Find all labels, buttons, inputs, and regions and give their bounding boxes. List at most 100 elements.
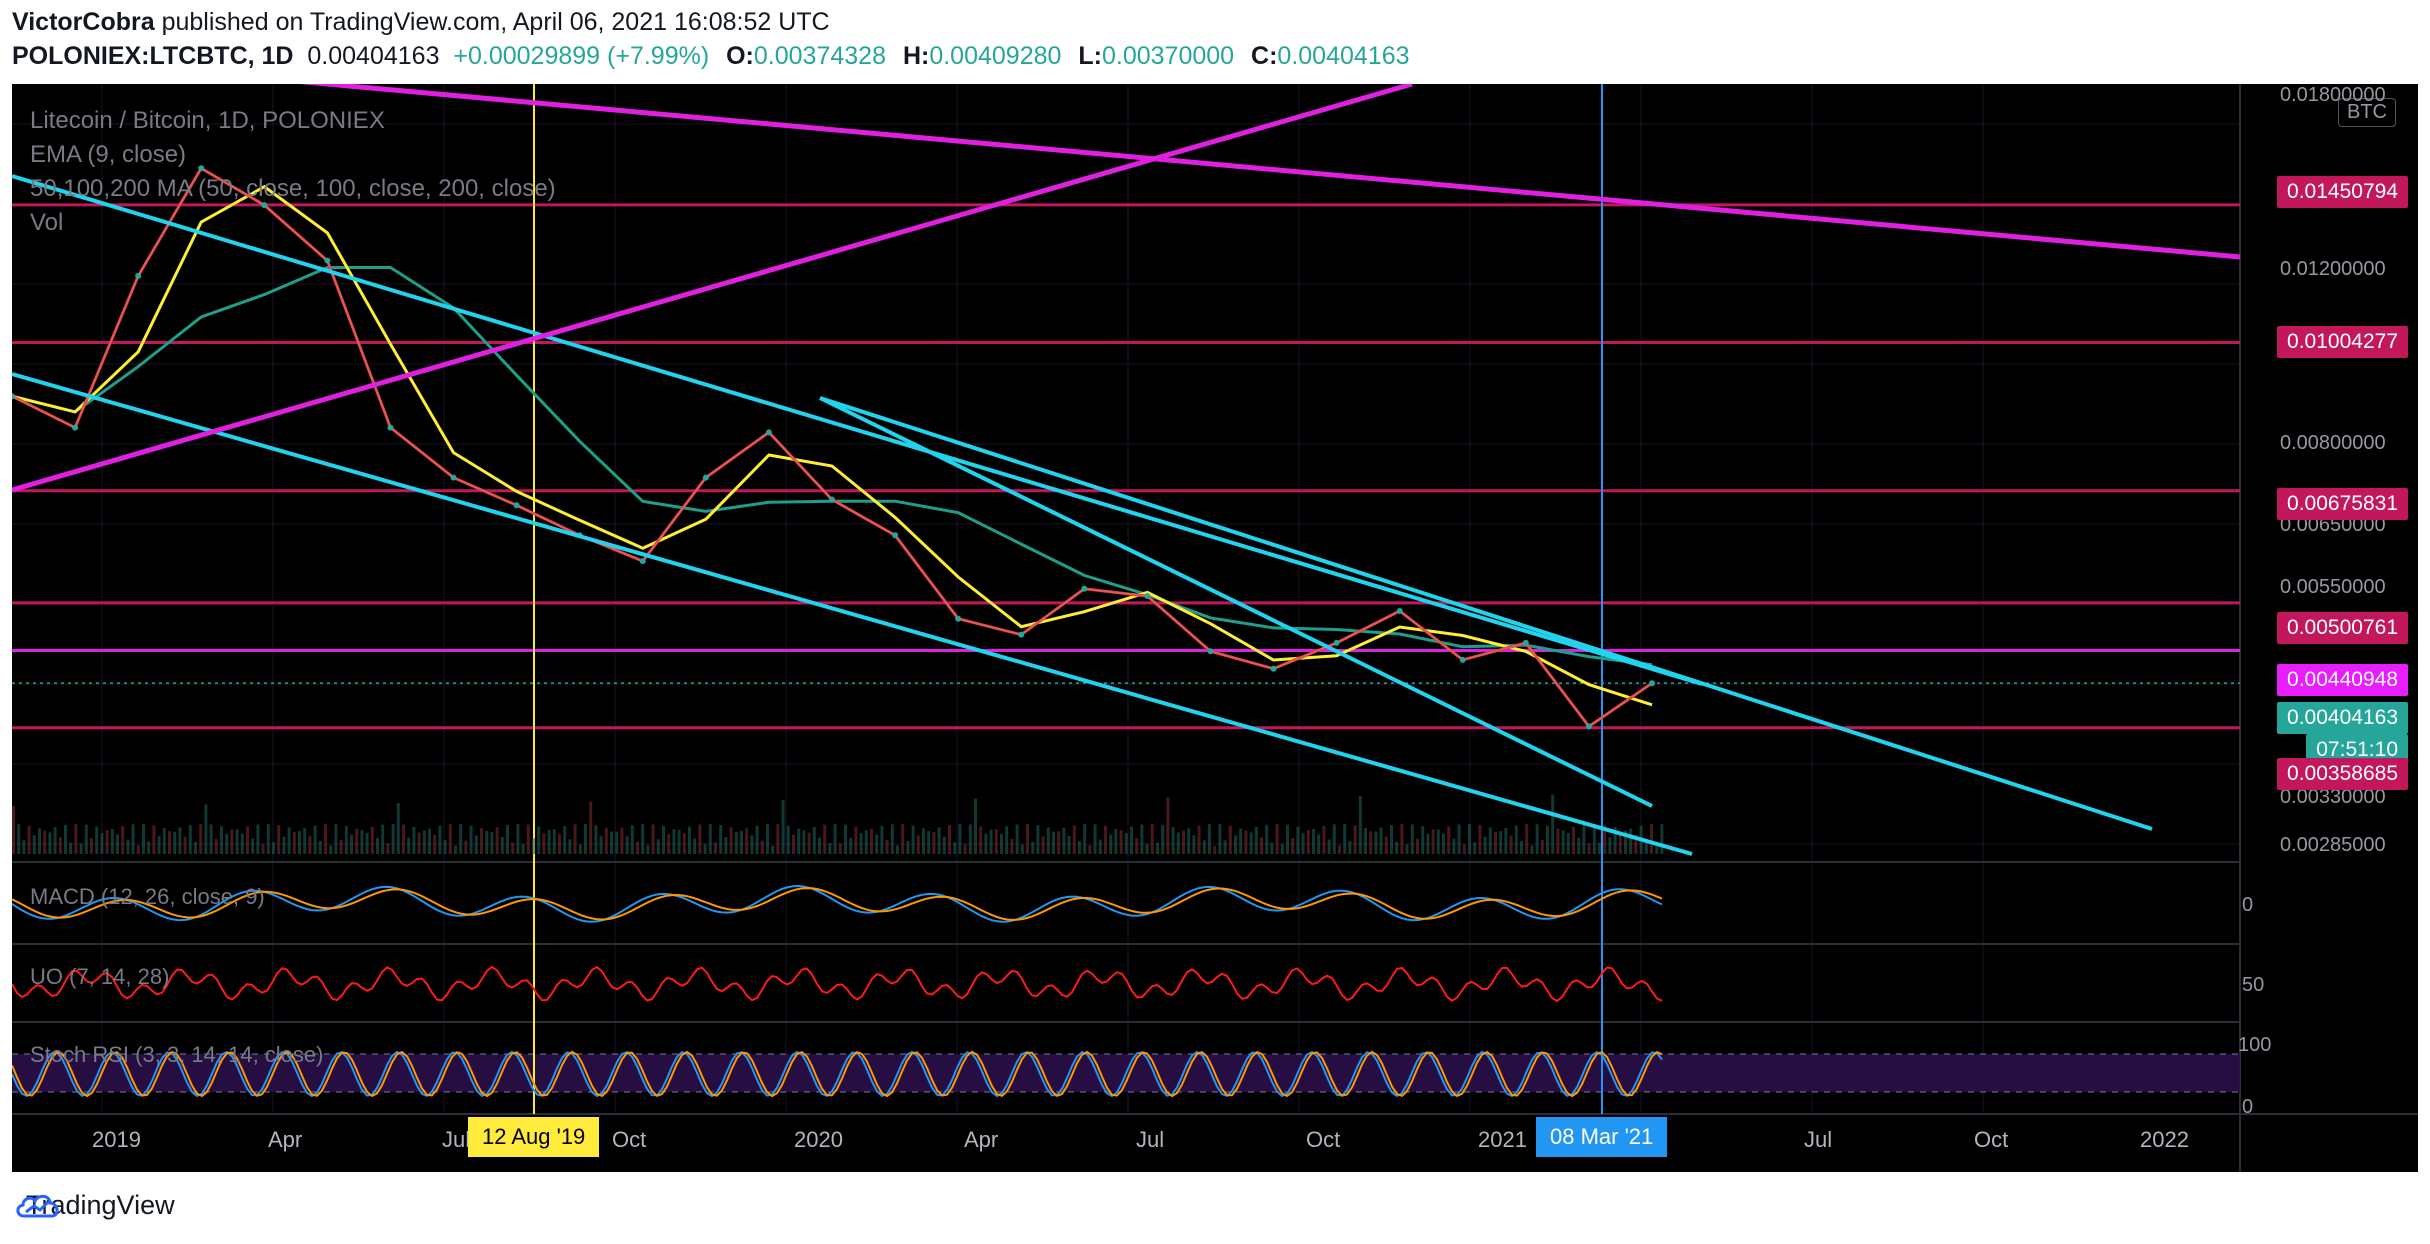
volume-bar bbox=[1327, 839, 1331, 854]
time-marker-label: 08 Mar '21 bbox=[1536, 1117, 1668, 1157]
volume-bar bbox=[1608, 837, 1612, 854]
volume-bar bbox=[1358, 795, 1362, 854]
volume-bar bbox=[1260, 837, 1263, 854]
volume-bar bbox=[677, 829, 681, 854]
macd-label[interactable]: MACD (12, 26, close, 9) bbox=[30, 884, 265, 909]
volume-bar bbox=[1208, 824, 1211, 854]
volume-bar bbox=[1624, 830, 1627, 854]
volume-bar bbox=[1478, 825, 1482, 854]
volume-bar bbox=[287, 827, 291, 854]
volume-bar bbox=[1494, 831, 1497, 854]
volume-bar bbox=[355, 828, 359, 854]
volume-bar bbox=[324, 824, 327, 854]
volume-bar bbox=[714, 842, 717, 854]
volume-bar bbox=[428, 828, 431, 854]
volume-bar bbox=[1442, 833, 1445, 854]
volume-bar bbox=[708, 824, 712, 854]
volume-bar bbox=[79, 843, 83, 854]
volume-bar bbox=[1218, 824, 1222, 854]
volume-bar bbox=[173, 831, 177, 854]
stoch-rsi-label[interactable]: Stoch RSI (3, 3, 14, 14, close) bbox=[30, 1042, 324, 1067]
volume-bar bbox=[594, 825, 598, 854]
volume-bar bbox=[547, 829, 551, 854]
volume-bar bbox=[168, 831, 171, 854]
time-axis-label: 2021 bbox=[1478, 1127, 1527, 1152]
open-key: O: bbox=[726, 42, 754, 70]
volume-bar bbox=[53, 827, 57, 854]
volume-bar bbox=[1390, 825, 1393, 854]
volume-bar bbox=[589, 801, 593, 854]
chart-area[interactable]: Litecoin / Bitcoin, 1D, POLONIEX EMA (9,… bbox=[12, 84, 2418, 1172]
volume-bar bbox=[1202, 840, 1206, 854]
volume-bar bbox=[500, 837, 504, 854]
volume-bar bbox=[532, 838, 535, 854]
legend-ema[interactable]: EMA (9, close) bbox=[30, 141, 187, 168]
low-key: L: bbox=[1078, 42, 1102, 70]
volume-bar bbox=[43, 830, 47, 854]
volume-bar bbox=[844, 824, 847, 854]
legend-vol[interactable]: Vol bbox=[30, 209, 64, 236]
volume-bar bbox=[734, 832, 738, 854]
volume-bar bbox=[625, 836, 629, 854]
legend-pair: Litecoin / Bitcoin, 1D, POLONIEX bbox=[30, 107, 385, 134]
volume-bar bbox=[282, 836, 286, 854]
price-point bbox=[261, 202, 268, 209]
price-point bbox=[72, 424, 79, 431]
volume-bar bbox=[1514, 825, 1518, 854]
volume-bar bbox=[932, 831, 936, 854]
chart-canvas[interactable] bbox=[12, 84, 2418, 1172]
volume-bar bbox=[308, 835, 312, 854]
high-value: 0.00409280 bbox=[929, 42, 1062, 70]
volume-bar bbox=[1561, 830, 1565, 854]
uo-label[interactable]: UO (7, 14, 28) bbox=[30, 964, 170, 989]
volume-bar bbox=[303, 828, 307, 854]
stoch-axis-0: 0 bbox=[2242, 1096, 2254, 1118]
volume-bar bbox=[786, 825, 790, 854]
volume-bar bbox=[558, 834, 561, 854]
volume-bar bbox=[833, 824, 837, 854]
volume-bar bbox=[1067, 835, 1071, 854]
volume-bar bbox=[95, 826, 99, 854]
symbol-info: POLONIEX:LTCBTC, 1D 0.00404163 +0.000298… bbox=[12, 42, 1410, 71]
legend-ma[interactable]: 50,100,200 MA (50, close, 100, close, 20… bbox=[30, 175, 556, 202]
volume-bar bbox=[1124, 833, 1128, 854]
rising-trendline bbox=[12, 84, 1413, 493]
price-point bbox=[1396, 608, 1403, 615]
volume-bar bbox=[1213, 845, 1217, 854]
volume-bar bbox=[870, 828, 873, 854]
volume-bar bbox=[100, 833, 104, 854]
volume-bar bbox=[937, 827, 941, 854]
volume-bar bbox=[448, 824, 452, 854]
volume-bar bbox=[1301, 833, 1305, 854]
tradingview-logo[interactable]: TradingView bbox=[14, 1190, 175, 1221]
volume-bar bbox=[1187, 828, 1191, 854]
price-point bbox=[387, 424, 394, 431]
volume-bar bbox=[454, 845, 457, 854]
volume-bar bbox=[464, 840, 468, 854]
volume-bar bbox=[121, 825, 125, 854]
chart-legend: Litecoin / Bitcoin, 1D, POLONIEX EMA (9,… bbox=[30, 104, 556, 240]
stoch-k-line bbox=[12, 1050, 1663, 1098]
volume-bar bbox=[963, 844, 967, 854]
author-name[interactable]: VictorCobra bbox=[12, 8, 155, 36]
volume-bar bbox=[1587, 843, 1591, 854]
volume-bar bbox=[1530, 845, 1534, 854]
close-key: C: bbox=[1251, 42, 1278, 70]
volume-bar bbox=[1416, 838, 1419, 854]
volume-bar bbox=[147, 841, 151, 854]
volume-bar bbox=[220, 826, 223, 854]
volume-bar bbox=[662, 826, 665, 854]
volume-bar bbox=[885, 839, 889, 854]
volume-bar bbox=[204, 804, 208, 854]
volume-bar bbox=[1062, 827, 1066, 854]
volume-bar bbox=[1410, 824, 1414, 854]
volume-bar bbox=[1057, 831, 1061, 854]
currency-badge[interactable]: BTC bbox=[2338, 98, 2396, 127]
volume-bar bbox=[225, 833, 229, 854]
volume-bar bbox=[542, 833, 546, 854]
volume-bar bbox=[667, 834, 671, 854]
volume-bar bbox=[1546, 825, 1549, 854]
volume-bar bbox=[240, 833, 244, 854]
volume-bar bbox=[334, 824, 338, 854]
volume-bar bbox=[469, 825, 473, 854]
